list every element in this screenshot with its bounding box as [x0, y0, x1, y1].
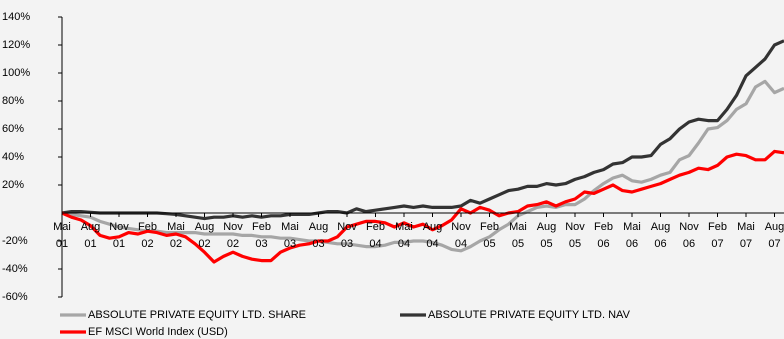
- x-tick-label: Aug: [309, 221, 329, 233]
- legend-label: ABSOLUTE PRIVATE EQUITY LTD. SHARE: [88, 309, 306, 321]
- x-tick-year: 04: [369, 238, 381, 250]
- y-tick-label: 100%: [2, 67, 30, 79]
- x-tick-year: 05: [569, 238, 581, 250]
- x-tick-label: Aug: [195, 221, 215, 233]
- series-line: [61, 39, 784, 221]
- y-tick-label: 60%: [2, 123, 24, 135]
- x-tick-label: Aug: [537, 221, 557, 233]
- y-tick-label: 40%: [2, 151, 24, 163]
- x-tick-year: 03: [284, 238, 296, 250]
- x-tick-label: Feb: [138, 221, 157, 233]
- y-tick-label: 140%: [2, 11, 30, 23]
- x-tick-year: 07: [711, 238, 723, 250]
- x-tick-year: 04: [455, 238, 467, 250]
- x-tick-year: 05: [540, 238, 552, 250]
- y-tick-label: -20%: [2, 235, 28, 247]
- x-tick-label: Feb: [252, 221, 271, 233]
- series-line: [61, 149, 784, 264]
- y-tick-label: 120%: [2, 39, 30, 51]
- x-tick-label: Nov: [223, 221, 243, 233]
- x-tick-label: Nov: [565, 221, 585, 233]
- series-line: [61, 79, 784, 253]
- y-tick-label: -40%: [2, 263, 28, 275]
- x-tick-label: Feb: [594, 221, 613, 233]
- x-tick-year: 05: [483, 238, 495, 250]
- x-tick-label: Mai: [509, 221, 527, 233]
- x-tick-label: Nov: [679, 221, 699, 233]
- x-tick-year: 07: [740, 238, 752, 250]
- x-tick-year: 03: [341, 238, 353, 250]
- x-tick-label: Nov: [337, 221, 357, 233]
- x-tick-year: 06: [654, 238, 666, 250]
- x-tick-label: Mai: [623, 221, 641, 233]
- x-tick-label: Feb: [480, 221, 499, 233]
- plot-area: [61, 39, 784, 264]
- x-tick-label: Aug: [423, 221, 443, 233]
- x-tick-label: Mai: [167, 221, 185, 233]
- x-tick-label: Nov: [451, 221, 471, 233]
- x-tick-label: Feb: [708, 221, 727, 233]
- x-tick-year: 02: [141, 238, 153, 250]
- y-tick-label: 80%: [2, 95, 24, 107]
- x-tick-label: Feb: [366, 221, 385, 233]
- x-tick-year: 07: [768, 238, 780, 250]
- x-tick-year: 06: [626, 238, 638, 250]
- x-tick-label: Aug: [765, 221, 784, 233]
- x-tick-year: 02: [227, 238, 239, 250]
- x-tick-year: 01: [113, 238, 125, 250]
- x-tick-year: 04: [426, 238, 438, 250]
- legend-label: ABSOLUTE PRIVATE EQUITY LTD. NAV: [428, 309, 631, 321]
- legend-label: EF MSCI World Index (USD): [88, 326, 228, 338]
- x-tick-year: 02: [198, 238, 210, 250]
- x-tick-year: 06: [683, 238, 695, 250]
- x-tick-year: 03: [255, 238, 267, 250]
- x-tick-year: 02: [170, 238, 182, 250]
- x-tick-label: Mai: [53, 221, 71, 233]
- x-tick-year: 01: [56, 238, 68, 250]
- x-tick-year: 06: [597, 238, 609, 250]
- x-tick-label: Aug: [651, 221, 671, 233]
- x-tick-year: 04: [398, 238, 410, 250]
- x-tick-label: Nov: [109, 221, 129, 233]
- y-tick-label: 20%: [2, 179, 24, 191]
- x-tick-year: 05: [512, 238, 524, 250]
- x-tick-year: 01: [84, 238, 96, 250]
- x-tick-label: Mai: [281, 221, 299, 233]
- x-tick-label: Mai: [395, 221, 413, 233]
- y-tick-label: -60%: [2, 291, 28, 303]
- x-tick-label: Aug: [81, 221, 101, 233]
- x-tick-year: 03: [312, 238, 324, 250]
- x-tick-label: Mai: [737, 221, 755, 233]
